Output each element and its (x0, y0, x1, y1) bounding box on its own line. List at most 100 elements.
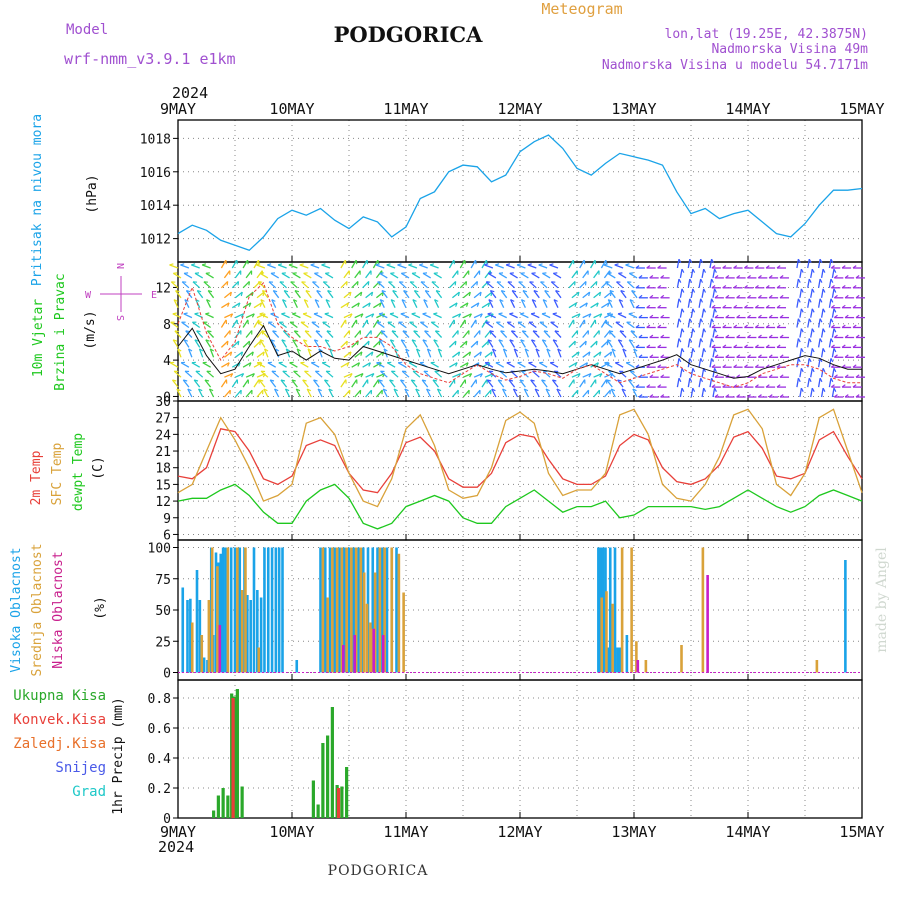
wind-barb (340, 280, 348, 289)
wind-barb (701, 348, 705, 358)
precip-legend-item: Grad (72, 784, 106, 800)
wind-barb-head (292, 312, 297, 315)
wind-barb-head (401, 299, 406, 302)
wind-barb-head (520, 312, 525, 315)
wind-barb-head (744, 304, 748, 309)
wind-barb (621, 388, 627, 398)
wind-barb (256, 264, 266, 269)
bar-0 (181, 587, 185, 673)
bar-1 (321, 547, 325, 673)
wind-barb (690, 268, 694, 279)
bar-1 (369, 622, 372, 673)
wind-barb (701, 288, 705, 298)
wind-barb (278, 362, 287, 368)
year-label-bottom: 2024 (158, 838, 194, 856)
wind-barb-head (469, 373, 473, 378)
wind-barb (459, 362, 469, 368)
wind-barb (174, 330, 182, 338)
wind-barb-head (830, 338, 834, 343)
wind-barb-head (237, 340, 240, 346)
bar-1 (620, 547, 624, 673)
wind-barb (354, 389, 362, 398)
wind-barb (676, 298, 680, 308)
wind-barb (289, 362, 298, 368)
wind-barb (462, 330, 470, 338)
wind-barb (709, 278, 713, 288)
wind-barb-head (725, 314, 730, 319)
bar-0 (224, 547, 227, 673)
wind-barb-head (855, 394, 860, 398)
day-labels-top: 9MAY 10MAY 11MAY 12MAY 13MAY 14MAY 15MAY (160, 100, 885, 118)
wind-barb-head (776, 324, 781, 328)
wind-barb (524, 348, 530, 358)
y-tick-label: 12 (155, 281, 171, 296)
wind-barb-head (689, 258, 693, 263)
wind-barb-head (259, 302, 263, 307)
y-tick-label: 25 (155, 635, 171, 650)
wind-barb (593, 270, 600, 279)
wind-barb (528, 362, 537, 368)
wind-barb-head (779, 275, 784, 279)
wind-barb-head (379, 302, 382, 307)
wind-barb (323, 379, 331, 388)
bar-0 (608, 547, 612, 673)
wind-barb-head (703, 308, 707, 313)
series-line-0 (177, 324, 862, 379)
wind-barb (192, 321, 201, 329)
wind-barb (556, 388, 562, 398)
year-label-top: 2024 (172, 84, 208, 102)
wind-barb (388, 281, 396, 289)
wind-barb-head (744, 364, 748, 368)
wind-barb (231, 379, 238, 388)
wind-barb-head (248, 302, 252, 307)
wind-barb-head (733, 304, 738, 309)
wind-barb-head (425, 290, 430, 293)
bar-1 (190, 622, 194, 673)
wind-barb (495, 362, 505, 368)
wind-barb (362, 379, 369, 388)
wind-barb (279, 281, 288, 289)
wind-label-10m: 10m Vjetar (31, 299, 46, 377)
wind-barb (486, 379, 494, 388)
wind-barb-head (468, 351, 472, 356)
wind-barb (315, 330, 323, 338)
wind-barb-head (808, 318, 812, 323)
wind-barb-head (808, 377, 812, 383)
wind-barb (272, 330, 280, 338)
wind-barb (820, 268, 824, 279)
wind-barb (540, 281, 548, 289)
wind-barb-head (711, 324, 716, 328)
wind-barb (223, 389, 231, 398)
wind-barb-head (371, 313, 375, 318)
wind-barb-head (681, 288, 685, 293)
bar-1 (390, 547, 394, 673)
wind-barb (604, 313, 613, 319)
wind-barb-head (530, 379, 535, 382)
wind-barb-head (779, 374, 784, 378)
wind-barb (234, 270, 242, 279)
wind-barb-head (435, 330, 440, 333)
wind-barb (390, 272, 399, 279)
wind-barb-head (498, 339, 503, 342)
wind-barb-head (487, 312, 492, 315)
wind-barb-head (632, 388, 637, 392)
wind-barb (463, 313, 472, 319)
wind-barb-head (833, 288, 837, 293)
wind-barb (687, 338, 691, 348)
precip-legend-item: Snijeg (55, 760, 106, 776)
wind-barb-head (205, 339, 210, 342)
wind-barb (402, 330, 410, 338)
wind-barb (679, 368, 683, 378)
wind-barb (568, 340, 576, 348)
wind-barb (603, 291, 612, 299)
wind-barb (571, 291, 580, 299)
wind-barb (687, 378, 691, 388)
wind-barb-head (714, 368, 717, 373)
wind-barb (590, 319, 596, 328)
wind-barb-head (389, 312, 395, 315)
bar-0 (371, 547, 375, 673)
wind-barb-head (692, 328, 696, 333)
wind-barb-head (692, 368, 696, 373)
wind-barb-head (800, 348, 804, 353)
wind-barb-head (541, 379, 546, 382)
